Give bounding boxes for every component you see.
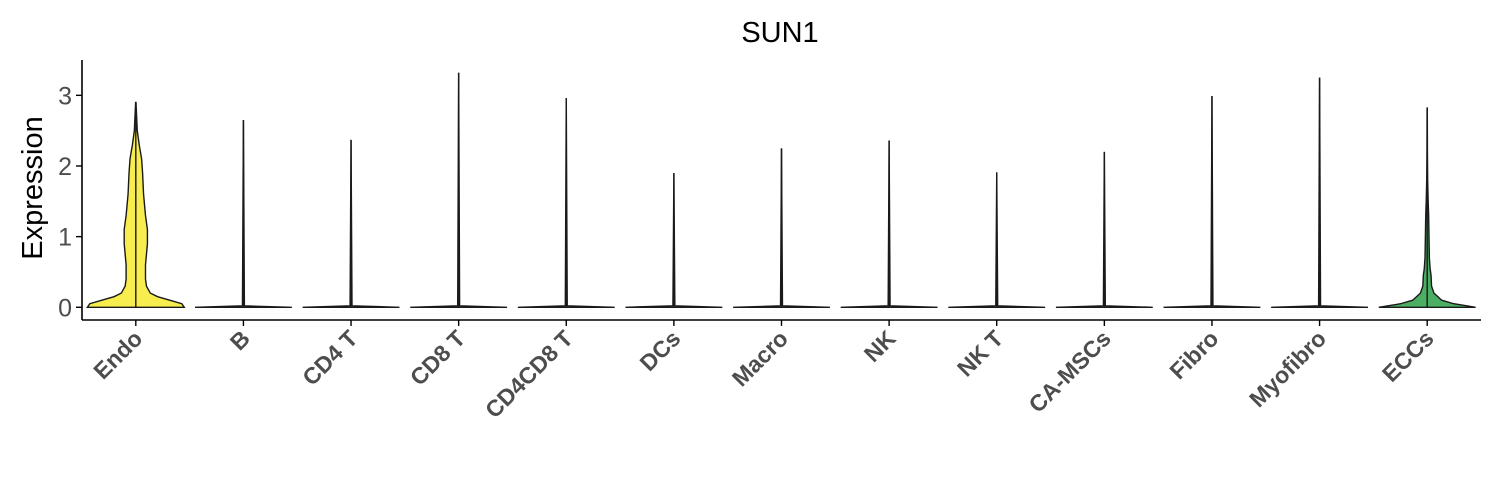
x-tick-label: CA-MSCs: [1023, 325, 1115, 417]
x-tick-label: NK T: [952, 325, 1008, 381]
y-tick-label: 1: [58, 224, 72, 252]
x-axis-ticks: Endo B CD4 T CD8 T CD4CD8 T DCs Macro NK NK T CA-…: [88, 320, 1439, 423]
x-tick-label: CD4CD8 T: [480, 325, 578, 423]
x-tick-label: Fibro: [1164, 325, 1223, 384]
x-tick-label: Myofibro: [1244, 325, 1331, 412]
y-tick-label: 2: [58, 153, 72, 181]
violin-series: [86, 72, 1476, 308]
x-tick-label: Endo: [88, 325, 147, 384]
x-tick-label: ECCs: [1377, 325, 1439, 387]
y-axis-label: Expression: [17, 116, 49, 259]
x-tick-label: Macro: [727, 325, 793, 391]
chart-title: SUN1: [741, 17, 818, 49]
x-tick-label: B: [225, 325, 255, 355]
x-tick-label: CD4 T: [297, 325, 362, 390]
x-tick-label: NK: [859, 325, 901, 367]
y-axis-ticks: 0 1 2 3: [58, 82, 82, 322]
x-tick-label: DCs: [634, 325, 685, 376]
y-tick-label: 3: [58, 82, 72, 110]
x-tick-label: CD8 T: [405, 325, 470, 390]
y-tick-label: 0: [58, 294, 72, 322]
